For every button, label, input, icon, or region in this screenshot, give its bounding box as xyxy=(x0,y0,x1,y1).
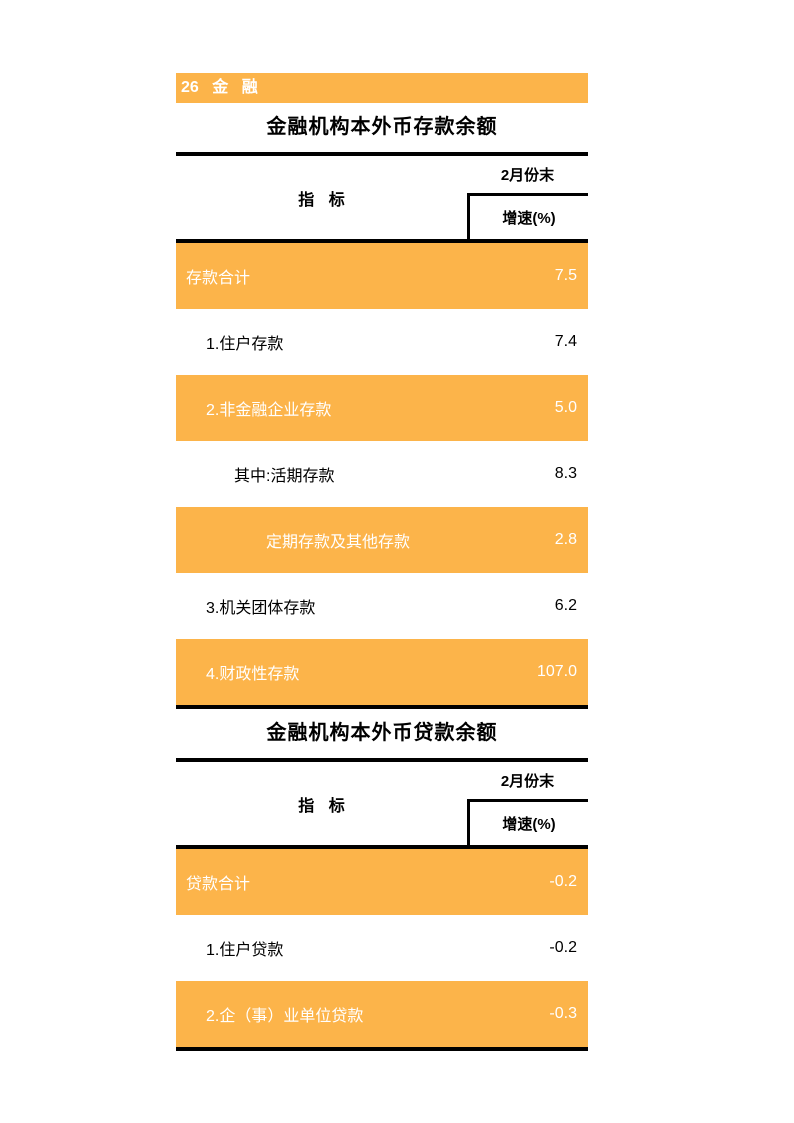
table-row: 贷款合计 -0.2 xyxy=(176,849,588,915)
row-value: 107.0 xyxy=(536,663,577,680)
row-label: 定期存款及其他存款 xyxy=(266,534,411,551)
row-label: 其中:活期存款 xyxy=(234,468,335,485)
period-header: 2月份末 xyxy=(500,773,555,790)
indicator-column-header: 指 标 xyxy=(298,191,345,209)
deposit-table: 指 标 2月份末 增速(%) 存款合计 7.5 1.住户存款 7.4 2.非金融… xyxy=(176,152,588,709)
table-row: 2.非金融企业存款 5.0 xyxy=(176,375,588,441)
row-value: 2.8 xyxy=(554,531,577,548)
value-column-header: 2月份末 增速(%) xyxy=(467,156,588,239)
loan-table-title: 金融机构本外币贷款余额 xyxy=(266,722,498,744)
row-value: 8.3 xyxy=(554,465,577,482)
growth-rate-header: 增速(%) xyxy=(467,799,588,845)
section-banner-label: 26 金 融 xyxy=(181,79,258,96)
loan-table-body: 贷款合计 -0.2 1.住户贷款 -0.2 2.企（事）业单位贷款 -0.3 xyxy=(176,849,588,1051)
growth-rate-header: 增速(%) xyxy=(467,193,588,239)
period-header: 2月份末 xyxy=(500,167,555,184)
row-value: 5.0 xyxy=(554,399,577,416)
loan-table-header: 指 标 2月份末 增速(%) xyxy=(176,758,588,849)
section-banner: 26 金 融 xyxy=(176,73,588,103)
row-value: 6.2 xyxy=(554,597,577,614)
table-row: 存款合计 7.5 xyxy=(176,243,588,309)
table-row: 定期存款及其他存款 2.8 xyxy=(176,507,588,573)
value-column-header: 2月份末 增速(%) xyxy=(467,762,588,845)
table-row: 2.企（事）业单位贷款 -0.3 xyxy=(176,981,588,1047)
row-label: 4.财政性存款 xyxy=(206,666,300,683)
row-value: 7.5 xyxy=(554,267,577,284)
deposit-table-header: 指 标 2月份末 增速(%) xyxy=(176,152,588,243)
row-value: 7.4 xyxy=(554,333,577,350)
table-row: 1.住户存款 7.4 xyxy=(176,309,588,375)
row-value: -0.3 xyxy=(549,1005,577,1022)
row-label: 1.住户贷款 xyxy=(206,942,284,959)
row-value: -0.2 xyxy=(549,873,577,890)
row-label: 1.住户存款 xyxy=(206,336,284,353)
row-label: 3.机关团体存款 xyxy=(206,600,316,617)
table-row: 4.财政性存款 107.0 xyxy=(176,639,588,705)
row-label: 2.非金融企业存款 xyxy=(206,402,332,419)
table-row: 其中:活期存款 8.3 xyxy=(176,441,588,507)
row-label: 存款合计 xyxy=(186,270,251,287)
deposit-table-body: 存款合计 7.5 1.住户存款 7.4 2.非金融企业存款 5.0 其中:活期存… xyxy=(176,243,588,709)
table-row: 3.机关团体存款 6.2 xyxy=(176,573,588,639)
row-value: -0.2 xyxy=(549,939,577,956)
deposit-table-title: 金融机构本外币存款余额 xyxy=(266,116,498,138)
table-row: 1.住户贷款 -0.2 xyxy=(176,915,588,981)
row-label: 2.企（事）业单位贷款 xyxy=(206,1008,364,1025)
row-label: 贷款合计 xyxy=(186,876,251,893)
indicator-column-header: 指 标 xyxy=(298,797,345,815)
loan-table: 指 标 2月份末 增速(%) 贷款合计 -0.2 1.住户贷款 -0.2 2.企… xyxy=(176,758,588,1051)
content-column: 26 金 融 金融机构本外币存款余额 指 标 2月份末 增速(%) 存款合计 7… xyxy=(176,73,588,1051)
